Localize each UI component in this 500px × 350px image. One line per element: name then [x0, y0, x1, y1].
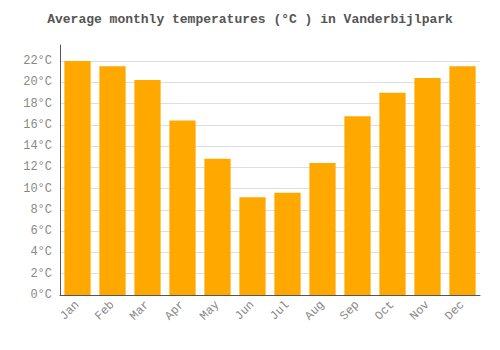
svg-text:0°C: 0°C [30, 288, 52, 302]
svg-text:Aug: Aug [302, 298, 327, 323]
svg-text:18°C: 18°C [23, 97, 52, 111]
svg-text:12°C: 12°C [23, 160, 52, 174]
svg-text:Average monthly temperatures (: Average monthly temperatures (°C ) in Va… [47, 12, 453, 27]
svg-text:6°C: 6°C [30, 224, 52, 238]
svg-text:Jun: Jun [232, 298, 257, 323]
svg-text:Nov: Nov [407, 298, 432, 323]
svg-text:Jul: Jul [267, 298, 292, 323]
svg-text:2°C: 2°C [30, 267, 52, 281]
svg-text:May: May [197, 298, 222, 323]
svg-text:Apr: Apr [162, 298, 187, 323]
svg-text:Jan: Jan [57, 298, 82, 323]
svg-text:20°C: 20°C [23, 75, 52, 89]
svg-text:8°C: 8°C [30, 203, 52, 217]
svg-text:16°C: 16°C [23, 118, 52, 132]
svg-text:10°C: 10°C [23, 182, 52, 196]
svg-text:Feb: Feb [92, 298, 117, 323]
svg-text:14°C: 14°C [23, 139, 52, 153]
svg-text:Oct: Oct [372, 298, 397, 323]
svg-text:Dec: Dec [442, 298, 467, 323]
svg-text:Mar: Mar [127, 298, 152, 323]
svg-text:Sep: Sep [337, 298, 362, 323]
svg-text:4°C: 4°C [30, 245, 52, 259]
svg-text:22°C: 22°C [23, 54, 52, 68]
